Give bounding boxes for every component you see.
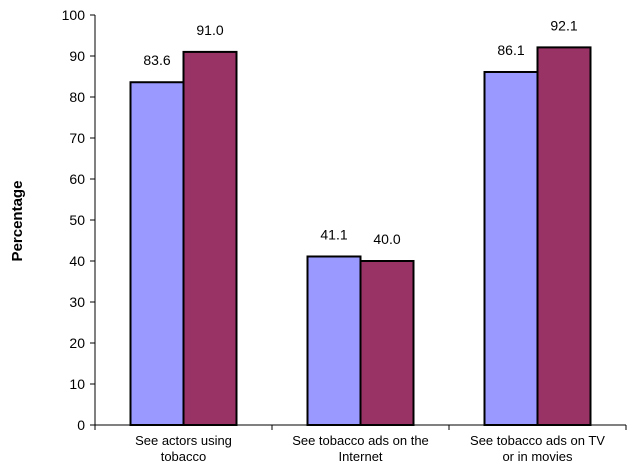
data-label: 92.1 <box>550 17 577 33</box>
y-tick-label: 40 <box>69 253 85 269</box>
category-label: See tobacco ads on TV or in movies <box>470 433 605 464</box>
bar-series-2 <box>536 46 592 426</box>
y-tick-label: 10 <box>69 376 85 392</box>
y-tick-label: 0 <box>77 417 85 433</box>
bars-group <box>129 46 592 427</box>
y-tick-label: 20 <box>69 335 85 351</box>
data-label: 83.6 <box>143 52 170 68</box>
y-tick-label: 60 <box>69 171 85 187</box>
bar-series-1 <box>306 255 362 426</box>
y-tick-label: 80 <box>69 89 85 105</box>
bar-series-2 <box>359 260 415 426</box>
bar-series-1 <box>483 70 539 427</box>
bar-series-1 <box>129 81 185 427</box>
data-label: 41.1 <box>320 226 347 242</box>
y-ticks-group: 0 10 20 30 40 50 60 70 80 90 100 <box>62 7 95 433</box>
data-label: 91.0 <box>196 22 223 38</box>
y-tick-label: 50 <box>69 212 85 228</box>
y-tick-label: 70 <box>69 130 85 146</box>
category-label: See actors using tobacco <box>135 433 232 464</box>
data-label: 86.1 <box>497 42 524 58</box>
y-tick-label: 100 <box>62 7 86 23</box>
y-tick-label: 90 <box>69 48 85 64</box>
y-axis-title: Percentage <box>9 181 26 262</box>
y-tick-label: 30 <box>69 294 85 310</box>
data-label: 40.0 <box>373 231 400 247</box>
x-ticks-group: See actors using tobacco See tobacco ads o… <box>94 425 627 464</box>
bar-series-2 <box>182 50 238 427</box>
category-label: See tobacco ads on the Internet <box>292 433 429 464</box>
data-labels-group: 83.6 91.0 41.1 40.0 86.1 92.1 <box>143 17 577 247</box>
